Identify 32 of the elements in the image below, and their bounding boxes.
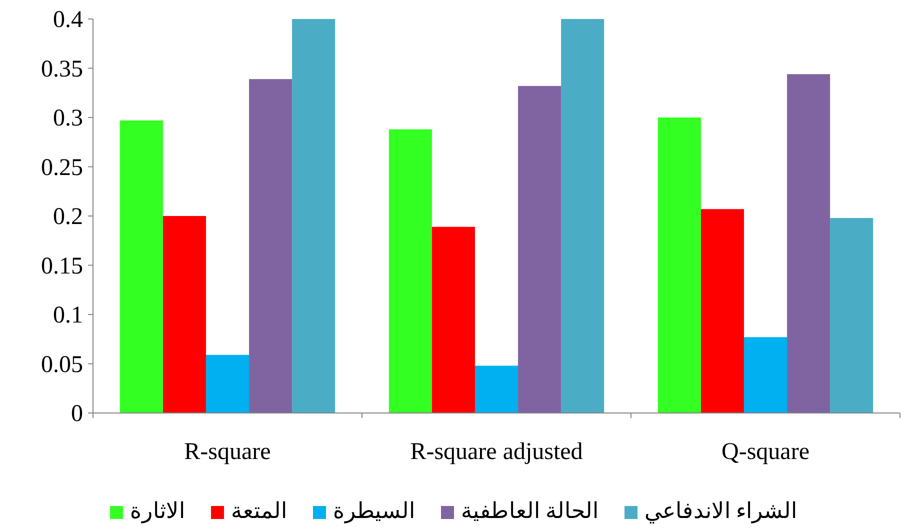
x-tick-label: R-square adjusted: [410, 439, 583, 465]
x-tick-label: R-square: [184, 439, 271, 465]
bar: [388, 129, 432, 413]
legend-label: الاثارة: [130, 498, 185, 524]
y-tick-label: 0.3: [53, 106, 83, 132]
legend-label: الحالة العاطفية: [461, 498, 598, 523]
bar: [700, 209, 744, 413]
legend-label: الشراء الاندفاعي: [644, 498, 797, 524]
bar: [432, 226, 475, 413]
y-tick-label: 0.2: [53, 204, 83, 230]
y-tick-label: 0.05: [41, 352, 83, 378]
y-tick-label: 0.25: [41, 154, 83, 181]
y-tick-label: 0.15: [41, 253, 83, 280]
bar: [787, 74, 830, 413]
legend-label: السيطرة: [333, 498, 415, 524]
y-tick-label: 0.1: [53, 302, 83, 328]
bar: [206, 354, 250, 413]
y-tick-label: 0: [71, 401, 83, 427]
x-tick-label: Q-square: [722, 439, 810, 465]
bar: [561, 19, 604, 413]
bar: [474, 366, 518, 413]
bar: [658, 118, 701, 413]
bar: [162, 216, 206, 413]
bar: [120, 120, 163, 413]
y-tick-label: 0.4: [53, 7, 83, 33]
bar: [744, 337, 788, 413]
legend-label: المتعة: [231, 498, 287, 523]
bar: [518, 86, 562, 413]
bar: [249, 79, 292, 413]
bar: [292, 19, 336, 413]
bar: [830, 218, 874, 413]
y-tick-label: 0.35: [41, 56, 83, 82]
